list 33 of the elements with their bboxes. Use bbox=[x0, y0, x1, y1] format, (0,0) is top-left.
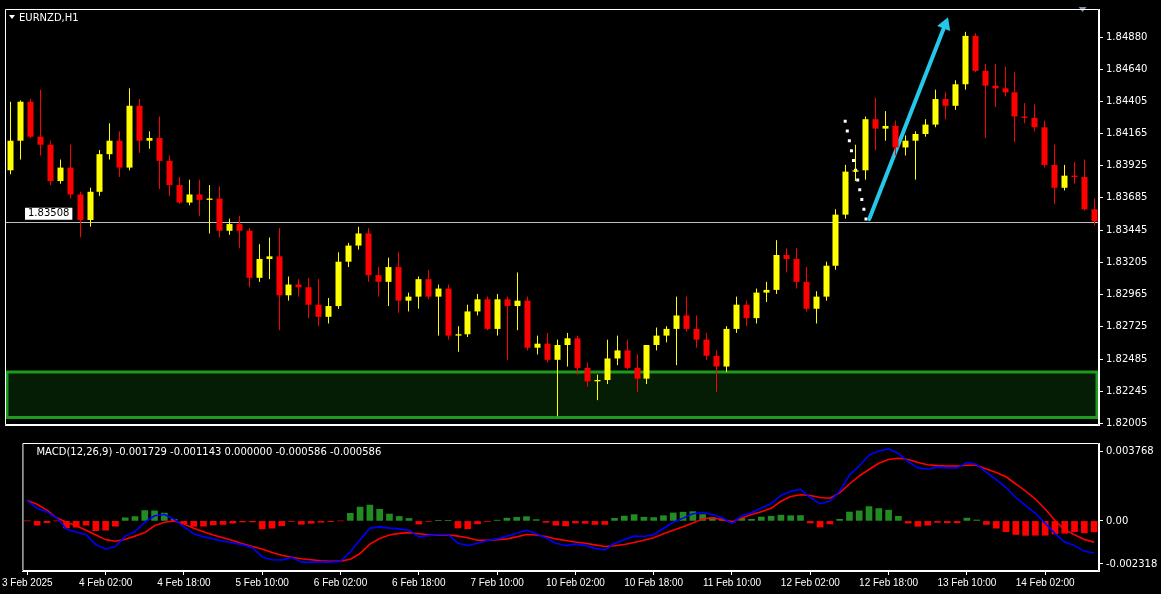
y-tick-label: 1.84880 bbox=[1106, 30, 1148, 42]
y-tick-label: 1.83925 bbox=[1106, 159, 1148, 171]
y-tick-label: 1.84640 bbox=[1106, 63, 1148, 75]
y-tick-label: 0.003768 bbox=[1106, 444, 1154, 456]
x-tick-label: 6 Feb 18:00 bbox=[392, 576, 446, 588]
y-tick-label: 1.83685 bbox=[1106, 191, 1148, 203]
x-tick-label: 3 Feb 2025 bbox=[2, 576, 54, 588]
y-tick-label: 1.82245 bbox=[1106, 384, 1148, 396]
x-tick-label: 11 Feb 10:00 bbox=[702, 576, 762, 588]
x-tick-label: 12 Feb 18:00 bbox=[859, 576, 919, 588]
chart-title: MACD(12,26,9) -0.001729 -0.001143 0.000000 -0.000586 -0.000586 bbox=[36, 445, 382, 457]
x-tick-label: 4 Feb 02:00 bbox=[78, 576, 133, 588]
ref-line-label: 1.83508 bbox=[28, 207, 70, 219]
x-tick-label: 6 Feb 02:00 bbox=[313, 576, 368, 588]
chart-title: EURNZD,H1 bbox=[19, 11, 79, 23]
x-tick-label: 10 Feb 02:00 bbox=[545, 576, 606, 588]
y-tick-label: 1.83205 bbox=[1106, 255, 1148, 267]
y-tick-label: 1.83445 bbox=[1106, 223, 1148, 235]
x-tick-label: 14 Feb 02:00 bbox=[1015, 576, 1076, 588]
x-tick-label: 4 Feb 18:00 bbox=[157, 576, 212, 588]
y-tick-label: 1.84165 bbox=[1106, 126, 1148, 138]
x-tick-label: 7 Feb 10:00 bbox=[470, 576, 525, 588]
y-tick-label: 1.82965 bbox=[1106, 288, 1148, 300]
y-tick-label: 1.82725 bbox=[1106, 320, 1148, 332]
x-tick-label: 13 Feb 10:00 bbox=[937, 576, 997, 588]
x-tick-label: 12 Feb 02:00 bbox=[780, 576, 841, 588]
y-tick-label: -0.002318 bbox=[1106, 557, 1158, 569]
y-tick-label: 0.00 bbox=[1106, 514, 1129, 526]
x-tick-label: 10 Feb 18:00 bbox=[624, 576, 684, 588]
y-tick-label: 1.84405 bbox=[1106, 94, 1148, 106]
y-tick-label: 1.82485 bbox=[1106, 352, 1148, 364]
x-tick-label: 5 Feb 10:00 bbox=[235, 576, 290, 588]
y-tick-label: 1.82005 bbox=[1106, 417, 1148, 429]
